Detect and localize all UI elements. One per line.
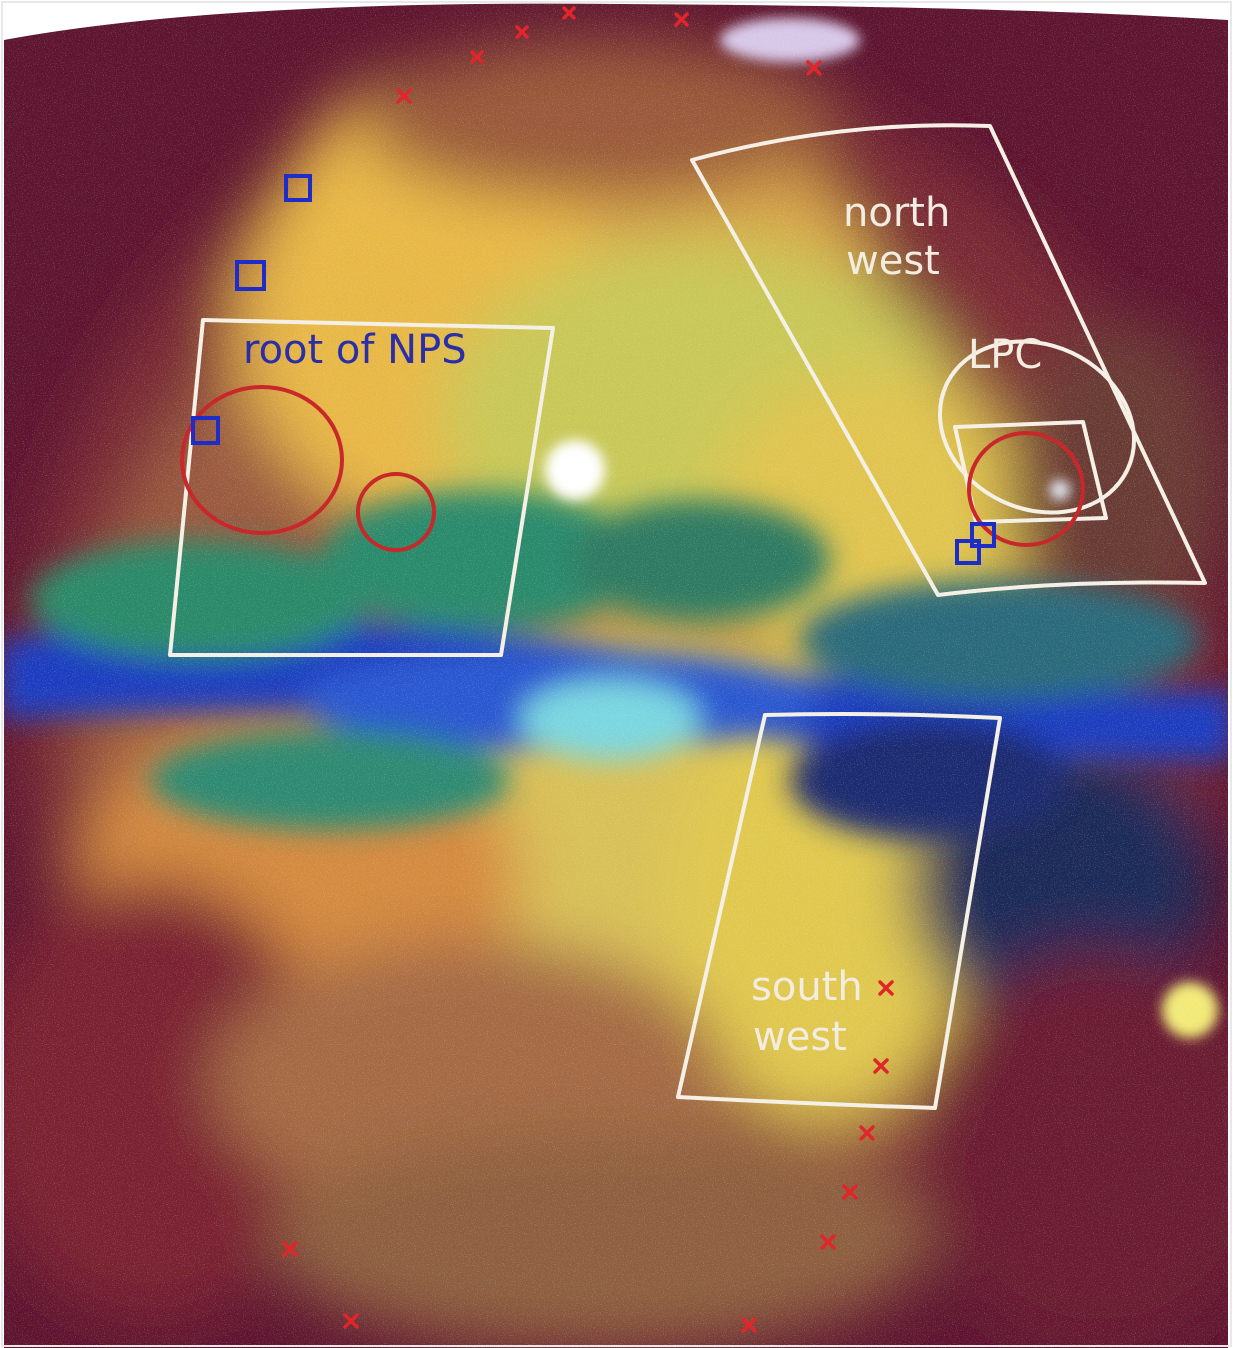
red-circle-small [356,472,436,552]
south-west-label-line2: west [753,1014,847,1060]
red-circle-lpc [967,431,1085,547]
blue-square-marker [284,174,312,202]
red-circle-large [180,385,344,535]
red-cross-marker [674,12,689,27]
red-cross-marker [396,88,412,104]
red-cross-markers [282,6,894,1333]
red-cross-marker [741,1317,757,1333]
lpc-region [937,339,1137,515]
red-cross-marker [562,6,576,20]
blue-square-markers [191,174,996,565]
red-cross-marker [878,980,894,996]
red-circles [180,385,1085,552]
red-cross-marker [343,1313,359,1329]
red-cross-marker [859,1125,875,1141]
red-cross-marker [470,50,484,64]
north-west-label-line1: north [843,190,950,236]
north-west-label-line2: west [846,238,940,284]
lpc-label: LPC [968,332,1042,378]
blue-square-marker [970,522,996,548]
red-cross-marker [842,1184,858,1200]
south-west-region [676,712,1002,1110]
blue-square-marker [955,539,981,565]
red-cross-marker [806,60,822,76]
red-cross-marker [282,1241,298,1257]
root-of-nps-label: root of NPS [243,327,467,373]
blue-square-marker [191,416,220,445]
blue-square-marker [235,260,266,291]
root-of-nps-region [168,318,555,657]
south-west-label-line1: south [751,964,863,1010]
north-west-region [690,123,1207,597]
red-cross-marker [873,1058,889,1074]
red-cross-marker [515,25,529,39]
red-cross-marker [820,1234,836,1250]
